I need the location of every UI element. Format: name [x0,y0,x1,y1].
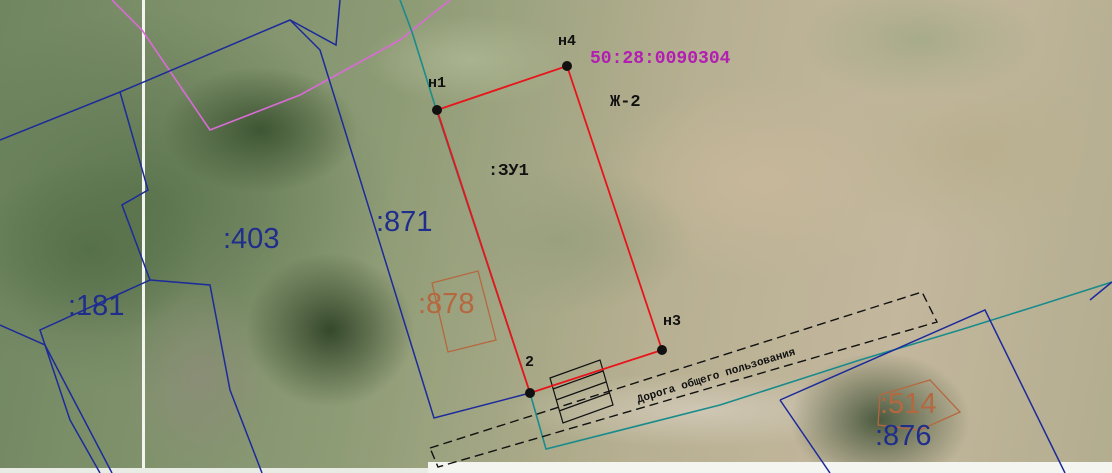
block-boundary-line [399,0,1112,450]
parcel-label-403: :403 [223,223,280,255]
parcel-label-876: :876 [875,420,932,452]
parcel-403-boundary [119,0,341,93]
new-parcel-label: :ЗУ1 [488,162,529,181]
zone-boundary-line [111,0,451,131]
building-514-outline [877,379,962,431]
parcel-871-boundary [289,19,531,419]
point-label-n1: н1 [428,75,447,92]
point-label-n4: н4 [558,33,577,50]
photo-seam-vertical [142,0,145,473]
building-label-514: :514 [880,388,937,420]
point-label-n3: н3 [663,313,682,330]
vertex-n3 [657,345,667,355]
point-label-2: 2 [525,354,535,371]
vertex-n4 [562,61,572,71]
road-dashed-outline [429,291,939,468]
parcel-label-871: :871 [376,206,433,238]
building-878-outline [431,270,497,353]
vertex-n1 [432,105,442,115]
parcel-181-boundary [0,90,151,473]
new-parcel-boundary [435,64,664,395]
parcel-lower-right [1089,281,1112,301]
cadastral-block-label: 50:28:0090304 [590,49,731,69]
zone-code-label: Ж-2 [610,93,641,112]
parcel-871-left [0,324,113,473]
building-label-878: :878 [418,288,475,320]
parcel-876-left [779,399,831,473]
parcel-876-boundary [779,309,1066,473]
parcel-label-181: :181 [68,290,125,322]
photo-seam-bottom-left [0,468,428,473]
photo-seam-bottom [428,462,1112,473]
structure-outline [549,359,614,424]
vertex-2 [525,388,535,398]
parcel-403-inner [149,279,263,473]
